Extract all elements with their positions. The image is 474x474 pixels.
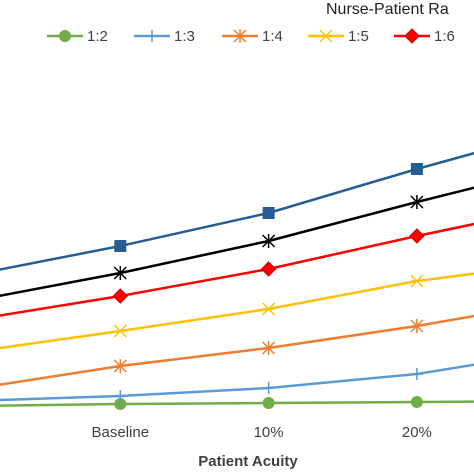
marker-shape [114, 240, 127, 252]
marker-shape [410, 396, 423, 408]
marker-shape [262, 397, 275, 409]
marker-shape [262, 207, 275, 219]
data-point [262, 207, 275, 219]
marker-shape [260, 261, 277, 277]
data-point [410, 396, 423, 408]
series-line [0, 151, 474, 271]
marker-shape [262, 234, 276, 248]
marker-shape [404, 28, 420, 44]
data-point [114, 240, 127, 252]
data-point [262, 397, 275, 409]
series-line [0, 222, 474, 317]
x-axis-label: Patient Acuity [198, 453, 298, 470]
series-line [0, 400, 474, 407]
data-point [114, 398, 127, 410]
legend-marker [404, 28, 420, 44]
legend-marker [146, 30, 158, 42]
marker-shape [319, 29, 333, 43]
data-point [410, 368, 423, 380]
data-point [113, 359, 127, 373]
data-point [262, 234, 276, 248]
legend-label: 1:4 [262, 28, 283, 45]
data-point [262, 341, 276, 355]
legend-label: 1:6 [434, 28, 455, 45]
marker-shape [114, 390, 127, 402]
marker-shape [410, 368, 423, 380]
marker-shape [410, 319, 424, 333]
x-tick-label: Baseline [92, 424, 150, 441]
legend-label: 1:3 [174, 28, 195, 45]
legend-label: 1:2 [87, 28, 108, 45]
marker-shape [410, 195, 424, 209]
data-point [410, 274, 424, 288]
marker-shape [409, 228, 425, 244]
data-point [410, 195, 424, 209]
data-point [262, 382, 275, 394]
legend-label: 1:5 [348, 28, 369, 45]
data-point [409, 228, 425, 244]
marker-shape [410, 274, 424, 288]
data-point [112, 288, 129, 304]
data-point [410, 319, 424, 333]
legend-title: Nurse-Patient Ra [326, 1, 449, 18]
data-point [114, 390, 127, 402]
marker-shape [59, 30, 71, 42]
data-point [113, 324, 127, 338]
marker-shape [410, 163, 423, 175]
x-tick-label: 10% [254, 424, 284, 441]
series-line [0, 186, 474, 297]
marker-shape [262, 341, 276, 355]
marker-shape [114, 398, 127, 410]
x-tick-label: 20% [402, 424, 432, 441]
data-point [113, 266, 127, 280]
marker-shape [146, 30, 158, 42]
data-point [410, 163, 423, 175]
marker-shape [112, 288, 129, 304]
data-point [262, 302, 276, 316]
data-point [260, 261, 277, 277]
legend-marker [59, 30, 71, 42]
marker-shape [113, 266, 127, 280]
marker-shape [262, 382, 275, 394]
marker-shape [113, 324, 127, 338]
marker-shape [262, 302, 276, 316]
legend-marker [233, 29, 247, 43]
series-line [0, 363, 474, 402]
marker-shape [233, 29, 247, 43]
marker-shape [113, 359, 127, 373]
legend-marker [319, 29, 333, 43]
